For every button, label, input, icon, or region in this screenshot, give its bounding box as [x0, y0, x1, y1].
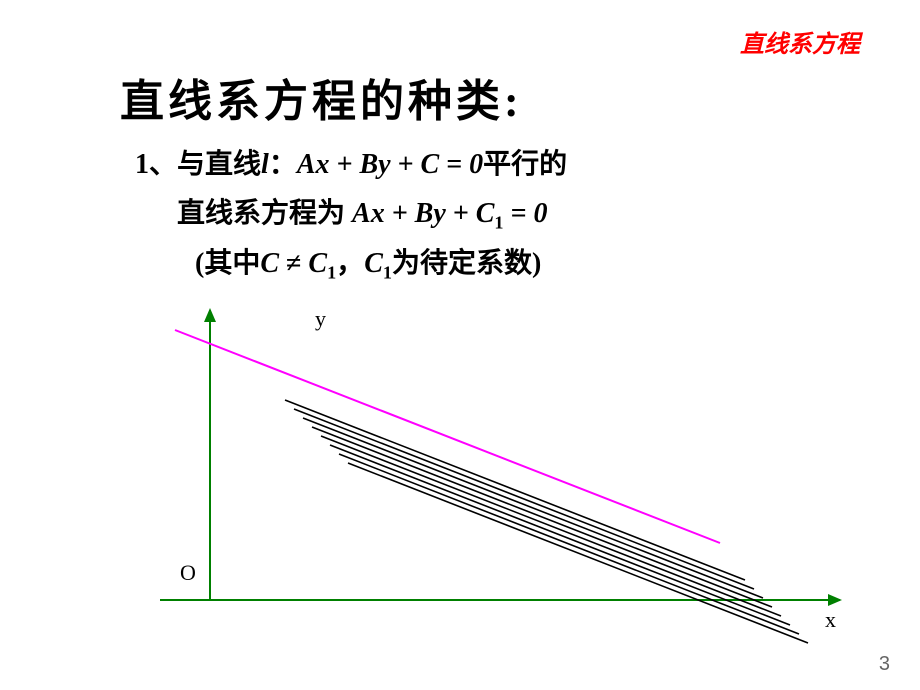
l3-c1b: C — [364, 248, 383, 279]
l2-eq-a: Ax + By + C — [352, 198, 494, 229]
page-number: 3 — [879, 653, 890, 676]
body-line-3: (其中C ≠ C1，C1为待定系数) — [135, 239, 567, 289]
l1-eq: Ax + By + C = 0 — [297, 149, 483, 180]
x-axis-label: x — [825, 607, 836, 633]
body-line-1: 1、与直线l：Ax + By + C = 0平行的 — [135, 140, 567, 189]
l3-suffix: 为待定系数) — [392, 248, 541, 279]
l1-l: l — [261, 149, 269, 180]
l3-c1: C — [308, 248, 327, 279]
slide-heading: 直线系方程的种类: — [120, 65, 523, 129]
l3-neq: ≠ — [279, 248, 308, 279]
origin-label: O — [180, 560, 196, 586]
parallel-line-family — [285, 400, 808, 643]
y-axis-label: y — [315, 306, 326, 332]
l3-comma: ， — [336, 248, 364, 279]
body-text: 1、与直线l：Ax + By + C = 0平行的 直线系方程为 Ax + By… — [135, 140, 567, 290]
top-right-label: 直线系方程 — [740, 24, 860, 59]
l2-prefix: 直线系方程为 — [177, 198, 352, 229]
body-line-2: 直线系方程为 Ax + By + C1 = 0 — [135, 189, 567, 239]
l1-colon: ： — [269, 149, 297, 180]
l2-eq-b: = 0 — [503, 198, 547, 229]
l3-open: (其中 — [195, 248, 260, 279]
l3-c: C — [260, 248, 279, 279]
l3-subb: 1 — [383, 263, 392, 283]
l1-prefix: 1、与直线 — [135, 149, 261, 180]
line-family-diagram — [140, 300, 860, 660]
l3-sub: 1 — [327, 263, 336, 283]
l1-suffix: 平行的 — [483, 149, 567, 180]
distinguished-line — [175, 330, 720, 543]
